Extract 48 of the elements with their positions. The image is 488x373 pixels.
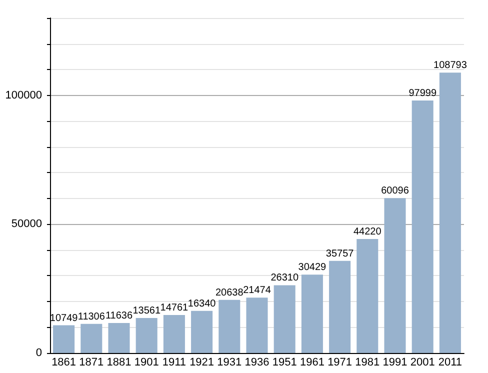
bar — [191, 310, 213, 353]
data-label: 35757 — [326, 248, 354, 260]
x-tick-label: 1911 — [162, 356, 186, 368]
data-label: 26310 — [270, 272, 299, 284]
x-tick-label: 1871 — [79, 356, 104, 368]
x-tick-label: 1951 — [272, 356, 297, 368]
bar — [80, 324, 102, 353]
data-label: 44220 — [353, 226, 382, 238]
y-tick-label: 100000 — [5, 89, 42, 102]
x-tick-label: 1921 — [190, 356, 214, 368]
bar — [108, 323, 130, 353]
x-tick-label: 1881 — [106, 356, 132, 368]
data-label: 20638 — [215, 287, 244, 298]
data-label: 16340 — [188, 298, 216, 310]
bar — [439, 72, 461, 353]
bar — [218, 300, 240, 353]
bar — [163, 314, 185, 353]
data-label: 11636 — [105, 310, 133, 322]
data-label: 21474 — [243, 285, 272, 296]
data-label: 60096 — [381, 186, 410, 197]
data-label: 108793 — [434, 60, 468, 72]
x-tick-label: 2001 — [410, 356, 435, 368]
data-label: 30429 — [298, 262, 327, 274]
bar — [329, 260, 351, 353]
x-tick-label: 1961 — [300, 356, 324, 368]
data-label: 14761 — [160, 302, 189, 314]
bar — [356, 239, 378, 353]
bar — [274, 285, 296, 353]
x-tick-label: 1931 — [217, 356, 242, 368]
data-label: 97999 — [408, 88, 437, 99]
x-tick-label: 1901 — [134, 356, 159, 368]
data-label: 10749 — [50, 312, 78, 324]
bar — [246, 298, 268, 353]
bar — [53, 325, 75, 353]
bar — [384, 198, 406, 353]
bar — [301, 274, 323, 353]
x-tick-label: 1861 — [52, 356, 76, 368]
data-label: 13561 — [132, 306, 161, 317]
x-tick-label: 1936 — [244, 356, 270, 368]
data-label: 11306 — [78, 311, 106, 322]
bar — [136, 318, 158, 353]
x-tick-label: 1991 — [382, 356, 408, 368]
y-tick-label: 0 — [36, 347, 42, 359]
x-tick-label: 1981 — [355, 356, 380, 368]
x-tick-label: 2011 — [438, 356, 462, 368]
bar — [412, 100, 434, 353]
x-tick-label: 1971 — [328, 356, 352, 368]
y-tick-label: 50000 — [11, 218, 42, 230]
